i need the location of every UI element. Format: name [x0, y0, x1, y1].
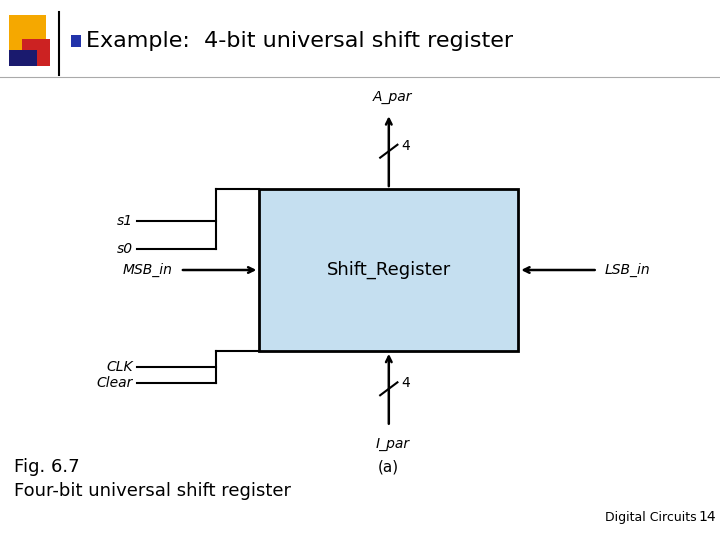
- Text: 4: 4: [402, 376, 410, 390]
- Text: 14: 14: [698, 510, 716, 524]
- Text: 4: 4: [402, 139, 410, 153]
- Text: Fig. 6.7: Fig. 6.7: [14, 458, 80, 476]
- Bar: [71, 35, 81, 47]
- Text: s0: s0: [117, 242, 133, 256]
- Text: (a): (a): [378, 459, 400, 474]
- Text: A_par: A_par: [373, 90, 412, 104]
- Text: Digital Circuits: Digital Circuits: [605, 511, 696, 524]
- Text: MSB_in: MSB_in: [123, 263, 173, 277]
- Bar: [9, 50, 37, 66]
- Text: Example:  4-bit universal shift register: Example: 4-bit universal shift register: [86, 31, 513, 51]
- Text: I_par: I_par: [375, 437, 410, 451]
- Bar: [9, 15, 46, 54]
- Text: Shift_Register: Shift_Register: [327, 261, 451, 279]
- Text: Four-bit universal shift register: Four-bit universal shift register: [14, 482, 292, 500]
- Text: LSB_in: LSB_in: [605, 263, 650, 277]
- Text: CLK: CLK: [107, 360, 133, 374]
- Text: Clear: Clear: [96, 376, 133, 390]
- Bar: [259, 189, 518, 351]
- Text: s1: s1: [117, 214, 133, 228]
- Bar: [22, 39, 50, 66]
